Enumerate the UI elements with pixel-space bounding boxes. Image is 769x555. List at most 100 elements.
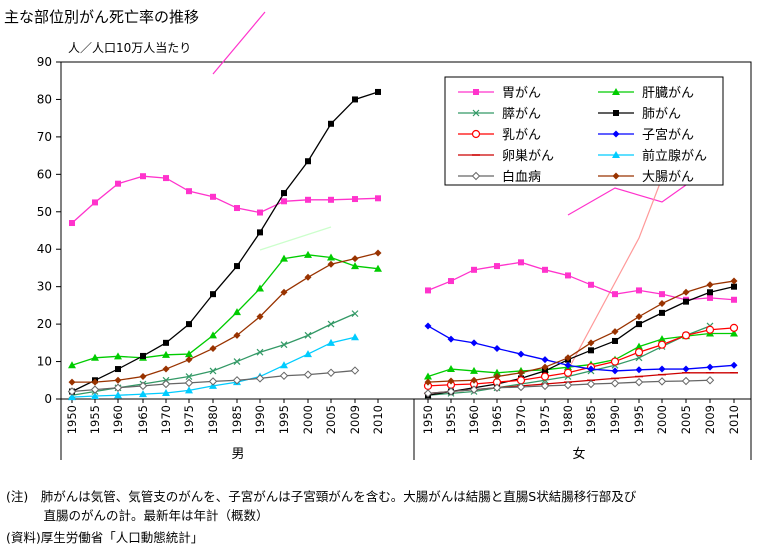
data-point [611, 367, 619, 375]
data-point [448, 278, 454, 285]
data-point [565, 272, 571, 279]
data-point [729, 323, 739, 332]
series-line [71, 91, 379, 393]
data-point [114, 352, 122, 360]
data-point [563, 368, 573, 377]
x-tick-label: 1960 [467, 405, 481, 434]
data-point [423, 389, 433, 398]
x-tick-label: 1975 [182, 405, 196, 434]
data-point [516, 382, 526, 392]
x-tick-label: 1980 [561, 405, 575, 434]
x-tick-label: 1955 [88, 405, 102, 434]
data-point [139, 390, 147, 398]
data-point [424, 372, 432, 380]
data-point [517, 350, 525, 358]
x-tick-label: 2010 [727, 405, 741, 434]
series-9 [68, 249, 738, 386]
legend-label: 乳がん [502, 128, 541, 143]
data-point [564, 354, 572, 362]
legend-label: 膵がん [502, 107, 541, 122]
data-point [494, 263, 500, 270]
data-point [610, 357, 620, 366]
data-point [471, 129, 481, 139]
y-tick-label: 40 [37, 242, 52, 256]
data-point [658, 365, 666, 373]
data-point [635, 366, 643, 374]
data-point [588, 281, 594, 288]
data-point [613, 110, 619, 116]
data-point [516, 376, 526, 385]
data-point [657, 377, 667, 386]
data-point [563, 380, 573, 390]
data-point [540, 372, 550, 381]
footnote-line-2: 直腸のがんの計。最新年は年計（概数） [6, 508, 269, 523]
data-point [91, 392, 99, 400]
y-axis: 0 10 20 30 40 50 60 70 80 90 [37, 55, 61, 406]
data-point [659, 291, 665, 298]
legend-label: 子宮がん [642, 127, 694, 143]
data-point [424, 378, 432, 386]
data-point [472, 109, 480, 117]
data-point [281, 198, 287, 205]
data-point [280, 341, 288, 349]
footnote-line-1: (注) 肺がんは気管、気管支のがんを、子宮がんは子宮頸がんを含む。大腸がんは結腸… [6, 489, 637, 504]
data-point [635, 342, 643, 350]
legend-label: 前立腺がん [642, 148, 707, 164]
legend-label: 肝臓がん [642, 86, 694, 101]
data-point [162, 389, 170, 397]
data-point [138, 381, 148, 391]
data-point [92, 199, 98, 206]
series-line [71, 175, 379, 224]
data-point [425, 287, 431, 294]
data-point [518, 259, 524, 266]
data-point [67, 387, 77, 396]
data-point [682, 288, 690, 296]
legend-label: 白血病 [502, 169, 541, 185]
data-point [210, 193, 216, 200]
data-point [162, 365, 170, 373]
data-point [730, 277, 738, 285]
data-point [470, 376, 478, 384]
data-point [209, 367, 217, 375]
x-tick-label: 1995 [277, 405, 291, 434]
x-tick-label: 1955 [444, 405, 458, 434]
data-point [612, 130, 620, 138]
data-point [658, 335, 666, 343]
data-point [327, 253, 335, 261]
data-point [705, 325, 715, 334]
data-point [279, 371, 289, 380]
group-label: 女 [572, 446, 585, 462]
data-point [659, 309, 665, 316]
data-point [303, 370, 313, 379]
data-point [280, 288, 288, 296]
data-point [209, 331, 217, 339]
data-point [68, 361, 76, 369]
data-point [707, 289, 713, 296]
data-point [186, 188, 192, 195]
x-tick-label: 1985 [230, 405, 244, 434]
data-point [185, 356, 193, 364]
data-point [209, 344, 217, 352]
data-point [68, 393, 76, 401]
data-point [658, 300, 666, 308]
data-point [541, 363, 549, 371]
data-point [304, 331, 312, 339]
data-point [564, 361, 572, 369]
data-point [280, 254, 288, 262]
data-point [91, 378, 99, 386]
data-point [730, 329, 738, 337]
data-point [257, 229, 263, 236]
data-point [233, 358, 241, 365]
series-line [71, 254, 379, 366]
data-point [447, 335, 455, 343]
series-layer [67, 88, 739, 401]
data-point [185, 350, 193, 358]
data-point [281, 190, 287, 197]
source-note: (資料)厚生労働省「人口動態統計」 [6, 530, 204, 545]
x-tick-label: 1965 [136, 405, 150, 434]
data-point [681, 331, 691, 340]
data-point [705, 376, 715, 385]
data-point [234, 263, 240, 270]
data-point [327, 320, 335, 328]
